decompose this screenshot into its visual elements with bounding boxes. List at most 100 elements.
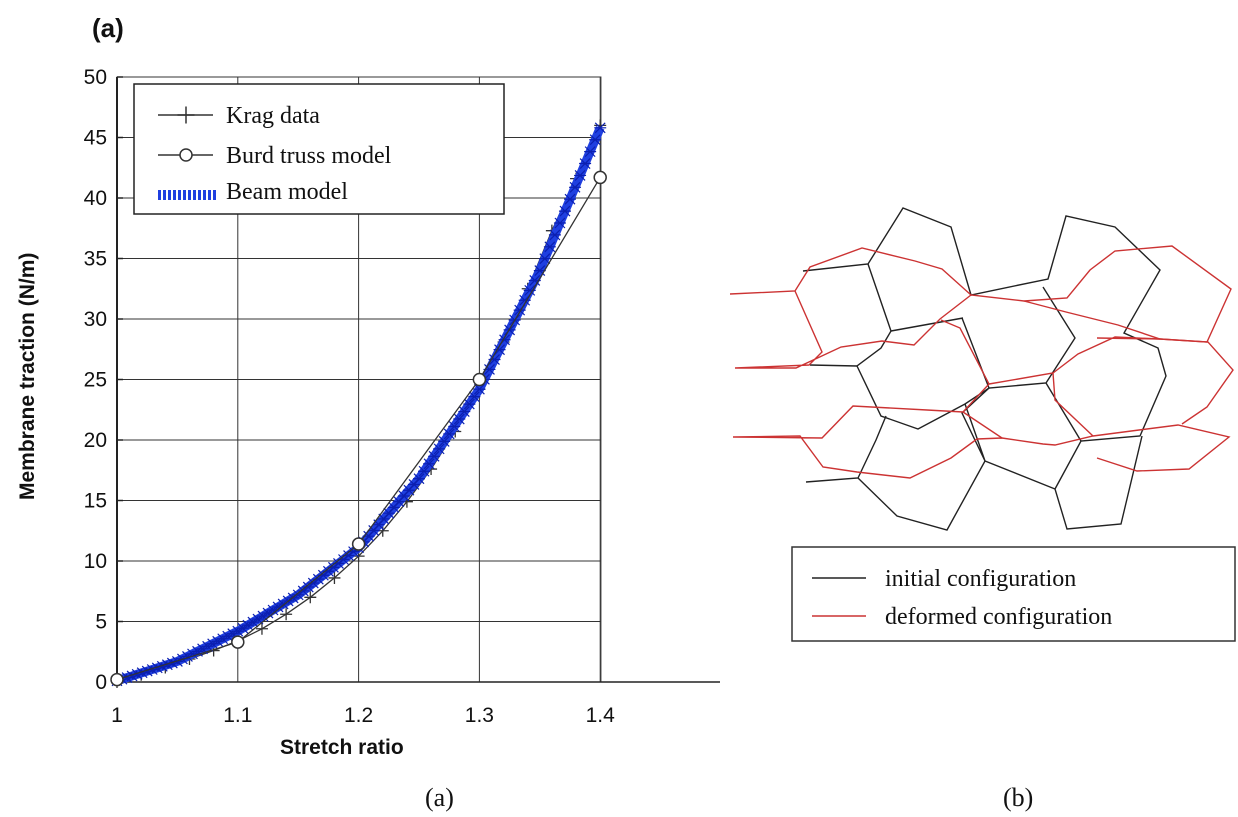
beam-model-point	[589, 134, 602, 146]
axes	[116, 77, 720, 683]
beam-model-point	[468, 391, 481, 403]
beam-model-point	[553, 217, 566, 229]
deformed-mesh-line	[734, 290, 972, 369]
y-tick-label: 25	[84, 369, 107, 392]
beam-model-point	[453, 413, 466, 425]
deformed-mesh-line	[729, 245, 1232, 343]
x-tick-label: 1.2	[344, 704, 373, 727]
x-tick-label: 1	[111, 704, 123, 727]
krag-data-point	[304, 591, 317, 604]
beam-model-point	[216, 633, 229, 645]
initial-mesh-line	[890, 317, 964, 332]
krag-data-point	[328, 571, 341, 584]
x-tick-label: 1.1	[223, 704, 252, 727]
legend-item-krag: Krag data	[158, 103, 320, 129]
beam-model-point	[543, 241, 556, 253]
legend-krag-marker	[177, 106, 195, 124]
beam-model-point	[463, 398, 476, 410]
legend-label-deformed: deformed configuration	[885, 604, 1112, 630]
burd-truss-point	[593, 170, 607, 185]
beam-model-point	[458, 406, 471, 417]
beam-model-point	[428, 450, 441, 462]
y-tick-label: 10	[84, 550, 107, 573]
diagram-legend: initial configuration deformed configura…	[791, 546, 1236, 642]
y-tick-label: 50	[84, 66, 107, 89]
beam-model-point	[584, 146, 597, 158]
y-tick-label: 35	[84, 248, 107, 271]
beam-model-point	[538, 253, 551, 265]
legend-label-krag: Krag data	[226, 103, 320, 129]
y-axis-label: Membrane traction (N/m)	[16, 253, 39, 500]
beam-model-point	[418, 465, 431, 477]
legend-label-burd: Burd truss model	[226, 143, 392, 169]
caption-a: (a)	[425, 783, 454, 812]
beam-model-point	[221, 630, 234, 642]
krag-data-point	[255, 622, 268, 635]
mesh-diagram: initial configuration deformed configura…	[729, 207, 1236, 642]
caption-b: (b)	[1003, 783, 1033, 812]
y-tick-label: 20	[84, 429, 107, 452]
beam-model-point	[443, 428, 456, 440]
burd-truss-point	[351, 537, 366, 551]
beam-model-point	[594, 122, 607, 134]
beam-model-point	[211, 635, 224, 647]
initial-mesh-line	[809, 364, 858, 367]
deformed-mesh-line	[1023, 300, 1234, 425]
burd-truss-point	[231, 635, 245, 649]
x-tick-label: 1.4	[586, 704, 616, 727]
deformed-mesh-line	[1052, 372, 1094, 437]
y-tick-labels: 0 5 10 15 20 25 30 35 40 45 50	[84, 66, 107, 694]
deformed-mesh-line	[732, 319, 1231, 479]
x-axis-label: Stretch ratio	[280, 736, 404, 759]
beam-model-point	[574, 169, 587, 181]
burd-truss-point	[472, 372, 487, 387]
deformed-mesh-line	[988, 336, 1161, 385]
legend-label-beam: Beam model	[226, 179, 348, 205]
y-tick-label: 45	[84, 127, 107, 150]
y-tick-label: 15	[84, 490, 107, 513]
initial-mesh-line	[857, 460, 1056, 531]
panel-tag: (a)	[92, 13, 124, 43]
y-tick-label: 0	[95, 671, 107, 694]
chart-legend: Krag data Burd truss model Beam model	[133, 83, 505, 215]
x-tick-label: 1.3	[465, 704, 494, 727]
beam-model-point	[473, 383, 486, 395]
y-tick-label: 5	[95, 611, 107, 634]
beam-model-point	[488, 354, 501, 365]
deformed-configuration-mesh	[729, 245, 1234, 479]
y-tick-label: 30	[84, 308, 107, 331]
beam-model-point	[564, 193, 576, 205]
beam-model-point	[206, 638, 219, 650]
beam-model-point	[448, 421, 461, 432]
x-tick-labels: 1 1.1 1.2 1.3 1.4	[111, 704, 615, 727]
traction-chart: 0 5 10 15 20 25 30 35 40 45 50 1 1.1 1.2 1.3 1.4 Stret…	[16, 66, 720, 759]
initial-mesh-line	[856, 263, 1076, 430]
series-layer	[110, 119, 607, 688]
legend-item-beam: Beam model	[158, 179, 348, 205]
beam-model-point	[413, 473, 425, 485]
beam-model-point	[548, 229, 561, 241]
deformed-mesh-line	[962, 411, 1003, 439]
beam-model-point	[201, 640, 214, 652]
initial-configuration-mesh	[802, 207, 1167, 531]
initial-mesh-line	[805, 415, 887, 483]
y-tick-label: 40	[84, 187, 107, 210]
beam-model-point	[579, 158, 592, 169]
beam-model-point	[523, 284, 536, 296]
beam-model-point	[423, 458, 436, 470]
initial-mesh-line	[802, 207, 1167, 530]
beam-model-point	[433, 443, 446, 455]
diagram-legend-box	[791, 546, 1236, 642]
beam-model-point	[569, 181, 582, 193]
initial-mesh-line	[1045, 382, 1082, 442]
beam-model-point	[191, 645, 204, 657]
krag-data-point	[280, 608, 293, 621]
legend-label-initial: initial configuration	[885, 566, 1076, 592]
burd-truss-point	[110, 672, 124, 687]
initial-mesh-line	[961, 317, 990, 462]
legend-item-burd: Burd truss model	[158, 143, 392, 169]
beam-model-point	[558, 205, 571, 217]
beam-model-point	[493, 344, 506, 356]
beam-model-point	[438, 435, 451, 447]
